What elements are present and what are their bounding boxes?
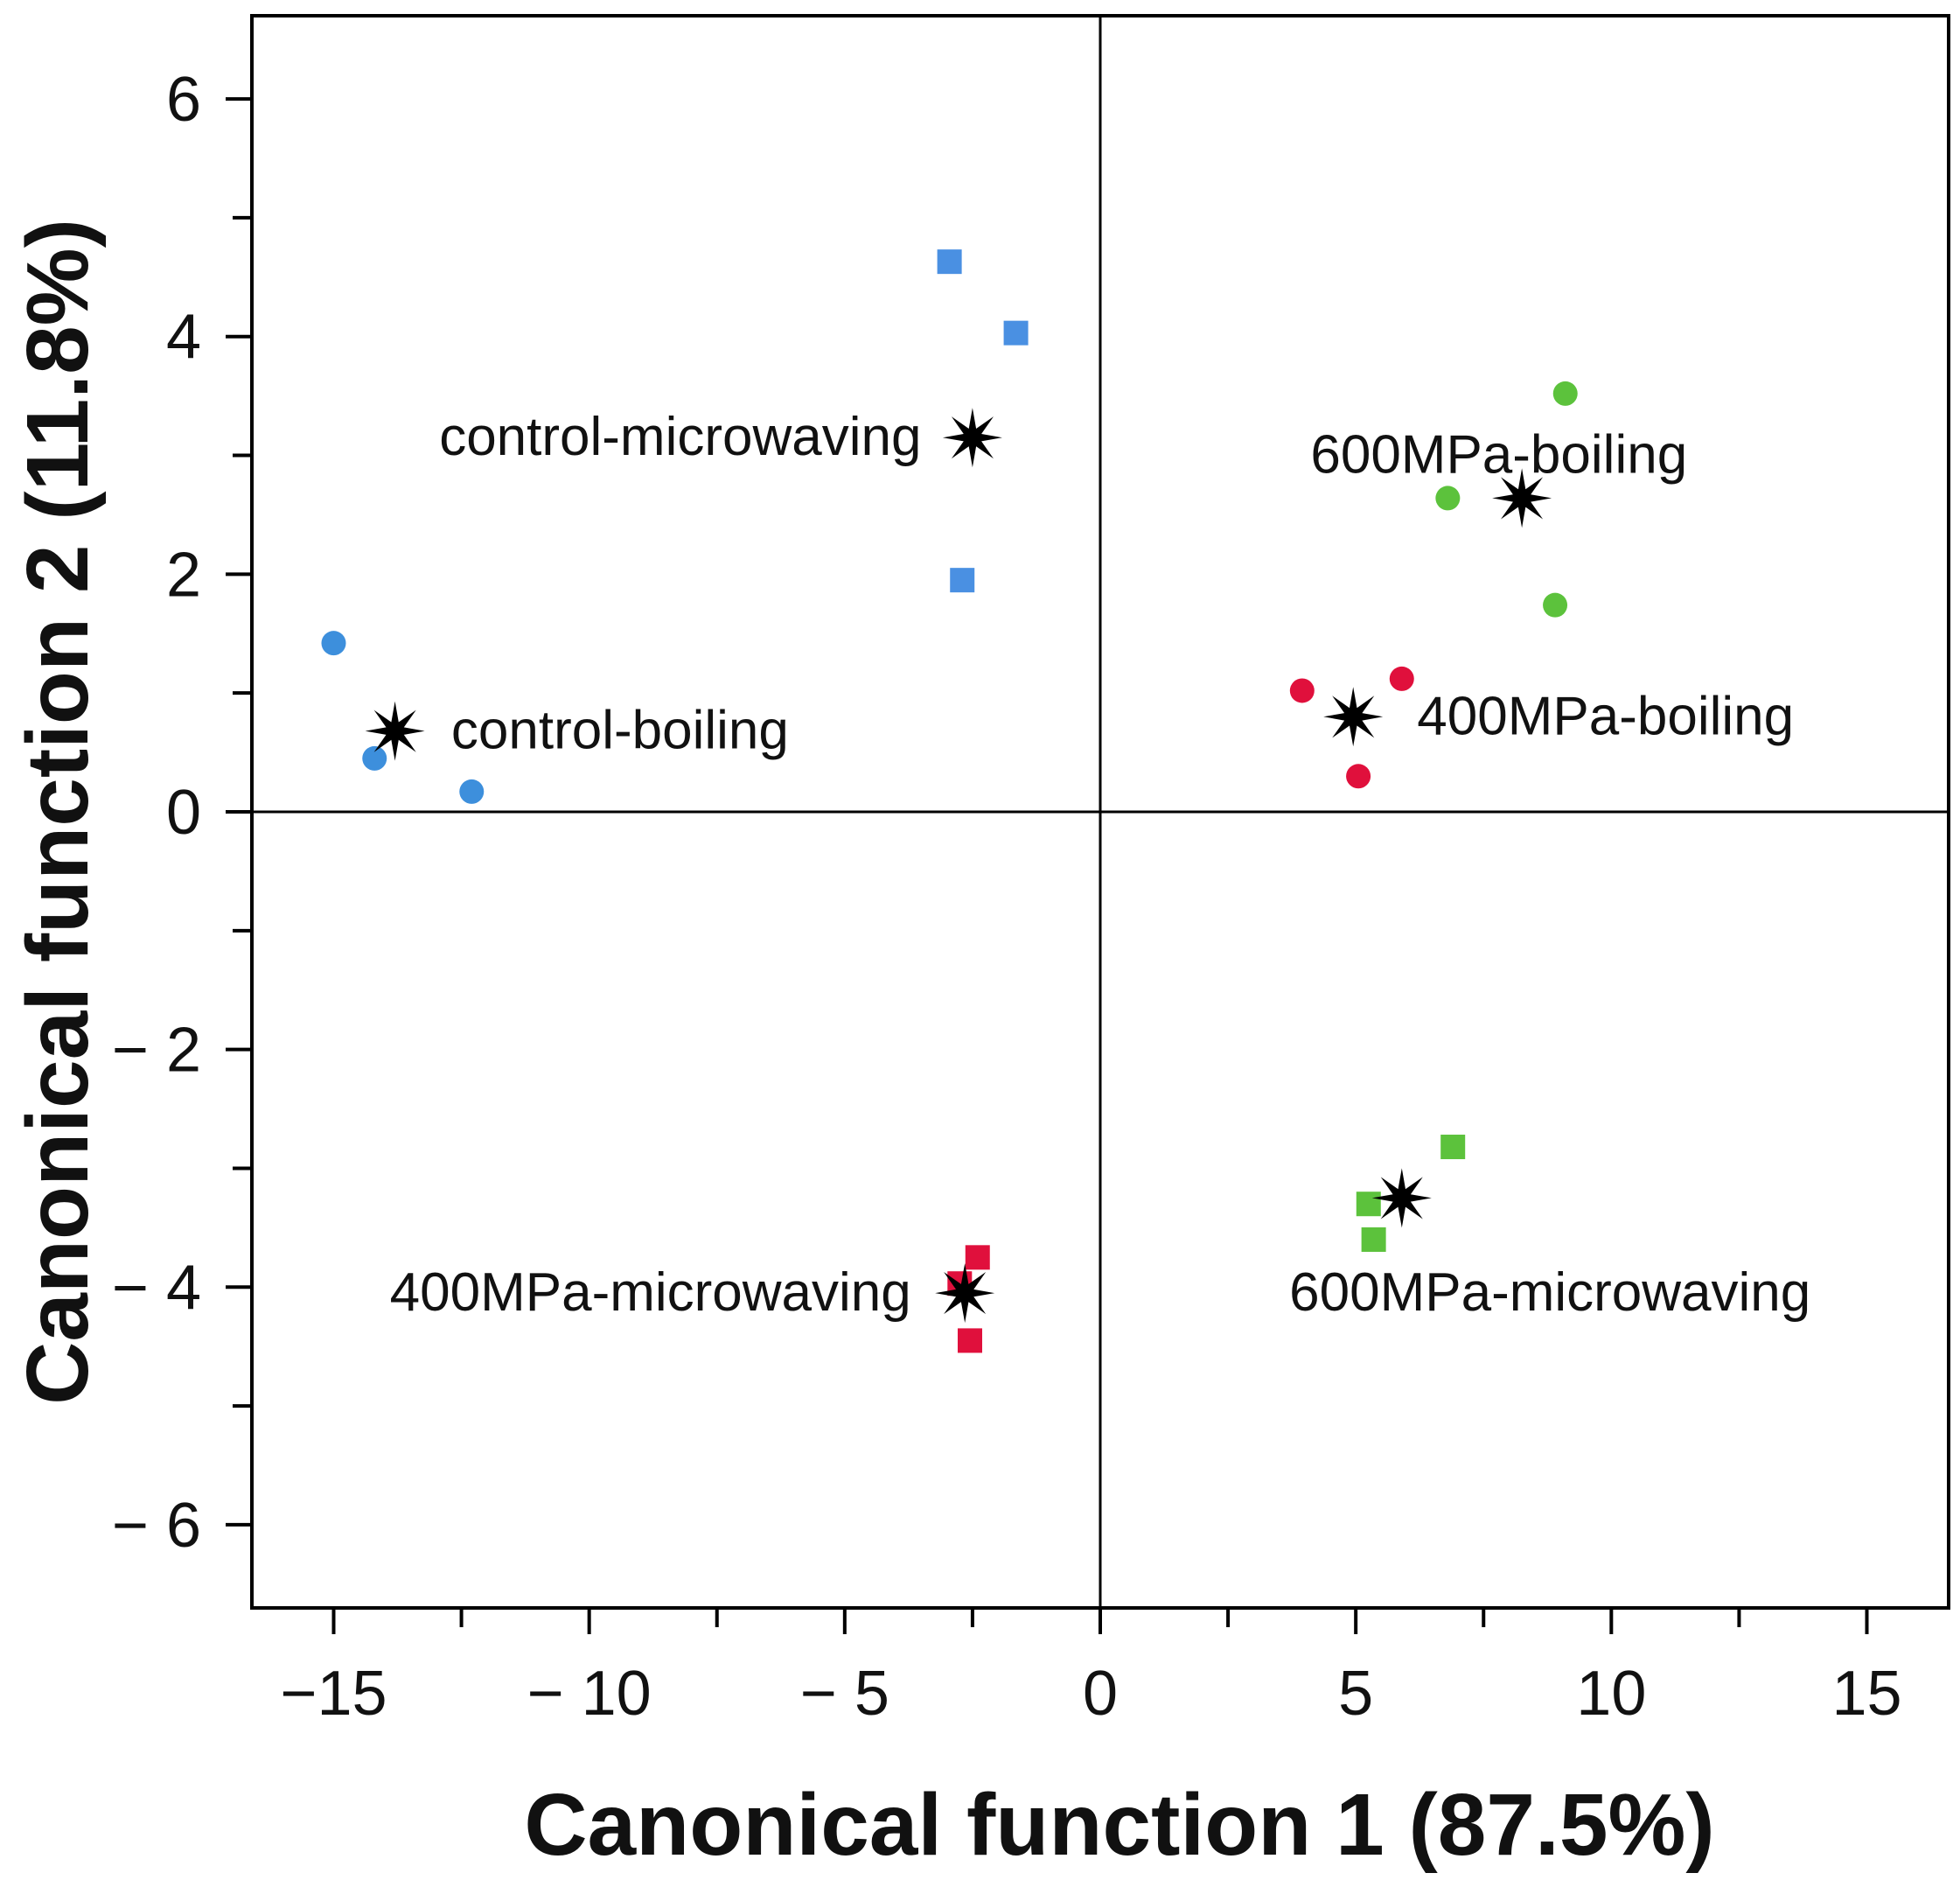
data-point-control-boiling	[459, 779, 485, 804]
centroid-star-400MPa-boiling	[1323, 687, 1384, 747]
y-tick-label: 4	[166, 303, 201, 373]
x-tick-label: 15	[1831, 1659, 1901, 1729]
group-label-control-microwaving: control-microwaving	[439, 407, 921, 467]
data-point-control-boiling	[362, 745, 387, 771]
x-tick-label: −15	[280, 1659, 387, 1729]
group-label-control-boiling: control-boiling	[451, 701, 789, 761]
data-point-400MPa-boiling	[1389, 666, 1414, 691]
data-points	[321, 249, 1578, 1353]
x-axis-ticks: −15 − 10 − 5 0 5 10 15	[280, 1608, 1902, 1729]
reference-lines	[252, 16, 1949, 1608]
data-point-control-microwaving	[1003, 320, 1029, 346]
y-axis-ticks: 6 4 2 0 − 2 − 4 − 6	[112, 65, 252, 1561]
y-tick-label: − 4	[112, 1253, 201, 1323]
data-point-600MPa-microwaving	[1361, 1227, 1386, 1252]
y-axis-title: Canonical function 2 (11.8%)	[9, 219, 107, 1405]
x-tick-label: 0	[1083, 1659, 1118, 1729]
data-point-400MPa-microwaving	[957, 1328, 982, 1353]
centroid-star-control-boiling	[365, 701, 425, 761]
x-tick-label: 10	[1576, 1659, 1646, 1729]
data-point-control-boiling	[321, 631, 346, 656]
centroid-star-600MPa-boiling	[1492, 468, 1552, 528]
data-point-600MPa-microwaving	[1356, 1192, 1381, 1217]
x-tick-label: − 5	[800, 1659, 889, 1729]
centroid-star-control-microwaving	[942, 408, 1002, 468]
group-label-600MPa-boiling: 600MPa-boiling	[1310, 425, 1687, 486]
group-centroids	[365, 408, 1552, 1324]
centroid-star-600MPa-microwaving	[1371, 1168, 1432, 1228]
x-axis-title: Canonical function 1 (87.5%)	[524, 1776, 1714, 1874]
data-point-600MPa-boiling	[1543, 592, 1568, 618]
data-point-control-microwaving	[937, 249, 962, 275]
data-point-600MPa-boiling	[1435, 486, 1461, 511]
group-label-600MPa-microwaving: 600MPa-microwaving	[1289, 1262, 1810, 1323]
y-tick-label: 2	[166, 540, 201, 610]
data-point-400MPa-microwaving	[965, 1245, 990, 1270]
x-tick-label: − 10	[527, 1659, 652, 1729]
data-point-600MPa-microwaving	[1440, 1135, 1466, 1160]
x-tick-label: 5	[1338, 1659, 1373, 1729]
y-tick-label: 6	[166, 65, 201, 135]
group-label-400MPa-boiling: 400MPa-boiling	[1417, 686, 1794, 746]
group-labels: control-boiling control-microwaving 400MPa…	[390, 407, 1811, 1323]
y-tick-label: − 6	[112, 1491, 201, 1561]
data-point-400MPa-boiling	[1346, 764, 1371, 789]
y-tick-label: 0	[166, 778, 201, 848]
data-point-400MPa-boiling	[1289, 678, 1315, 703]
data-point-control-microwaving	[950, 568, 975, 593]
data-point-600MPa-boiling	[1552, 381, 1578, 406]
group-label-400MPa-microwaving: 400MPa-microwaving	[390, 1262, 911, 1323]
centroid-star-400MPa-microwaving	[935, 1263, 995, 1324]
y-tick-label: − 2	[112, 1016, 201, 1086]
